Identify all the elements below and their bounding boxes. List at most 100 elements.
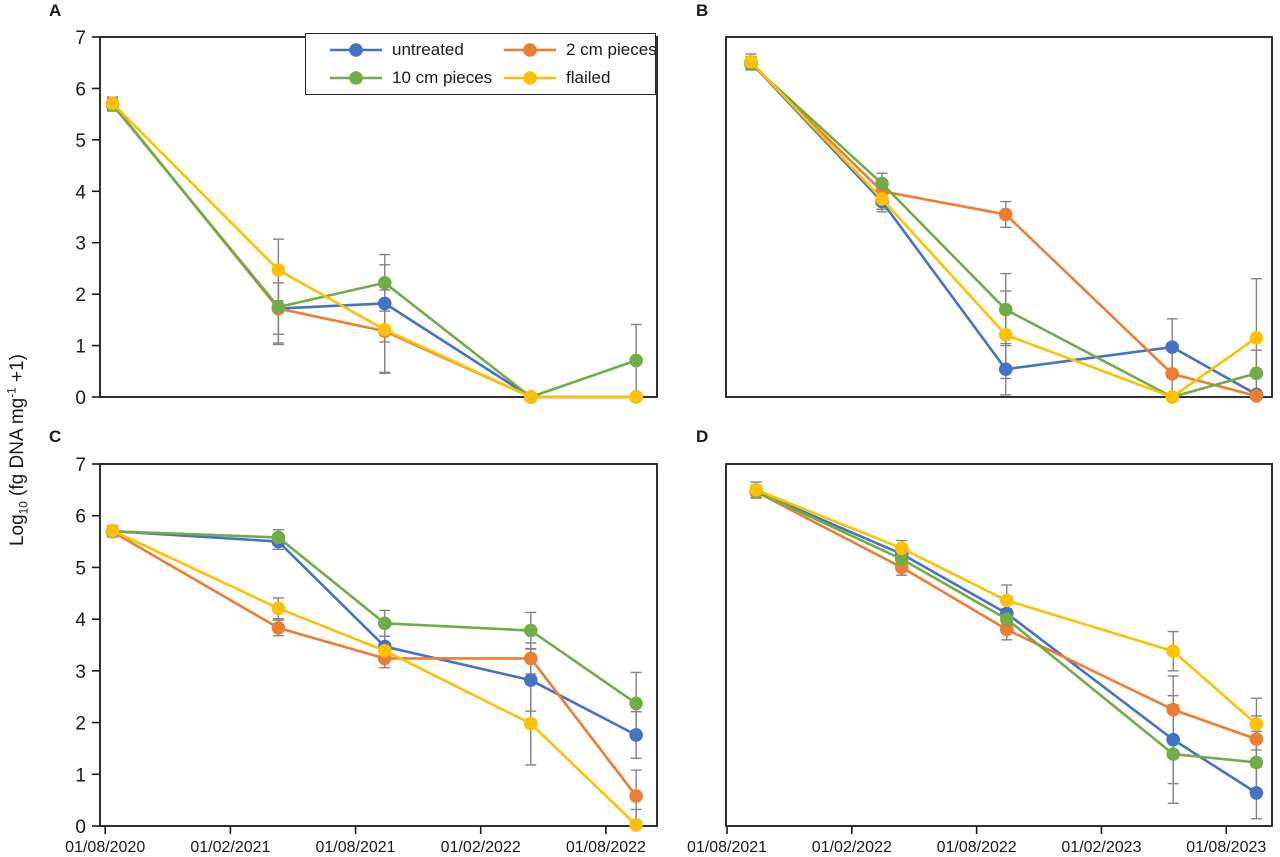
- panel-label-d: D: [696, 427, 709, 446]
- legend-label-2cm-pieces: 2 cm pieces: [566, 40, 657, 59]
- series-10-cm-pieces: [744, 56, 1264, 404]
- y-tick-label: 4: [75, 182, 86, 203]
- y-axis-title-mid: (fg DNA mg: [6, 397, 28, 502]
- y-axis-title-superscript: -1: [5, 387, 19, 398]
- y-axis-title-subscript: 10: [17, 501, 31, 515]
- panel-B-frame: [725, 36, 1273, 398]
- legend-label-flailed: flailed: [566, 68, 611, 87]
- y-tick-label: 6: [75, 79, 86, 100]
- x-tick-label: 01/02/2021: [190, 839, 270, 856]
- panel-label-b: B: [696, 1, 709, 20]
- series-line: [754, 490, 1258, 795]
- series-10-cm-pieces: [105, 98, 643, 404]
- panel-D-frame: [725, 463, 1273, 827]
- data-point-marker: [1000, 593, 1014, 608]
- y-tick-label: 3: [75, 662, 86, 683]
- y-tick-label: 5: [75, 131, 86, 152]
- series-flailed: [749, 483, 1264, 731]
- y-axis-title: Log10 (fg DNA mg-1 +1): [0, 325, 36, 575]
- x-tick-label: 01/08/2020: [65, 839, 145, 856]
- data-point-marker: [1165, 390, 1179, 404]
- y-tick-label: 7: [75, 455, 86, 476]
- data-point-marker: [998, 207, 1013, 222]
- series-line: [749, 61, 1258, 396]
- legend-item-10cm-pieces: 10 cm pieces: [330, 66, 504, 90]
- data-point-marker: [629, 353, 643, 368]
- data-point-marker: [744, 54, 758, 69]
- data-point-marker: [629, 390, 643, 404]
- data-point-marker: [377, 616, 392, 631]
- data-point-marker: [105, 523, 120, 538]
- series-2-cm-pieces: [105, 524, 643, 803]
- legend-item-flailed: flailed: [504, 66, 657, 90]
- data-point-marker: [875, 176, 889, 191]
- x-tick-label: 01/08/2021: [316, 839, 396, 856]
- data-point-marker: [998, 302, 1013, 317]
- y-tick-label: 3: [75, 234, 86, 255]
- data-point-marker: [749, 483, 763, 497]
- data-point-marker: [271, 263, 286, 277]
- data-point-marker: [271, 621, 286, 635]
- data-point-marker: [1249, 331, 1264, 345]
- data-point-marker: [1000, 612, 1014, 626]
- panel-B-error-bars: [745, 53, 1262, 398]
- data-point-marker: [523, 651, 538, 666]
- x-tick-label: 01/08/2021: [687, 839, 767, 856]
- y-tick-label: 2: [75, 285, 86, 306]
- panel-C-frame: [99, 463, 658, 827]
- series-line: [111, 530, 638, 798]
- line-circle-marker-icon: [504, 43, 556, 57]
- data-point-marker: [105, 96, 120, 111]
- panel-A-y-axis: 0 1 2 3 4 5 6 7: [75, 28, 100, 409]
- legend-label-10cm-pieces: 10 cm pieces: [392, 68, 493, 87]
- data-point-marker: [1166, 702, 1180, 717]
- data-point-marker: [629, 696, 643, 711]
- y-tick-label: 1: [75, 337, 86, 358]
- panel-label-a: A: [49, 1, 62, 20]
- data-point-marker: [1249, 732, 1264, 746]
- panel-C-y-axis: 0 1 2 3 4 5 6 7: [75, 455, 100, 838]
- series-flailed: [105, 96, 643, 404]
- line-circle-marker-icon: [504, 71, 556, 85]
- x-tick-label: 01/08/2022: [566, 839, 646, 856]
- x-tick-label: 01/02/2022: [812, 839, 892, 856]
- data-point-marker: [377, 296, 392, 311]
- data-point-marker: [1249, 755, 1264, 770]
- y-tick-label: 0: [75, 388, 86, 409]
- panel-D-error-bars: [750, 481, 1262, 820]
- panel-C-x-axis: 01/08/2020 01/02/2021 01/08/2021 01/02/2022…: [65, 826, 646, 856]
- x-tick-label: 01/08/2023: [1186, 839, 1266, 856]
- panel-B: [725, 36, 1273, 404]
- panel-D: 01/08/2021 01/02/2022 01/08/2022 01/02/2023…: [687, 463, 1273, 856]
- series-10-cm-pieces: [105, 524, 643, 711]
- y-tick-label: 0: [75, 817, 86, 838]
- data-point-marker: [629, 728, 643, 742]
- series-line: [111, 102, 638, 399]
- series-line: [111, 103, 638, 399]
- data-point-marker: [1165, 367, 1179, 381]
- data-point-marker: [629, 818, 643, 832]
- data-point-marker: [1166, 644, 1180, 659]
- panel-A-error-bars: [107, 96, 642, 398]
- data-point-marker: [1249, 366, 1264, 381]
- data-point-marker: [629, 789, 643, 803]
- data-point-marker: [523, 623, 538, 638]
- series-flailed: [744, 54, 1264, 404]
- series-2-cm-pieces: [744, 56, 1264, 403]
- series-untreated: [749, 484, 1264, 800]
- panel-D-x-axis: 01/08/2021 01/02/2022 01/08/2022 01/02/2023…: [687, 826, 1266, 856]
- x-tick-label: 01/02/2023: [1061, 839, 1141, 856]
- series-line: [111, 102, 638, 399]
- data-point-marker: [894, 552, 909, 566]
- series-untreated: [105, 97, 643, 404]
- data-point-marker: [1166, 747, 1180, 761]
- data-point-marker: [377, 276, 392, 290]
- data-point-marker: [894, 541, 909, 556]
- data-point-marker: [1249, 786, 1264, 800]
- panel-A: 0 1 2 3 4 5 6 7: [75, 28, 658, 409]
- series-line: [111, 529, 638, 705]
- data-point-marker: [875, 192, 889, 206]
